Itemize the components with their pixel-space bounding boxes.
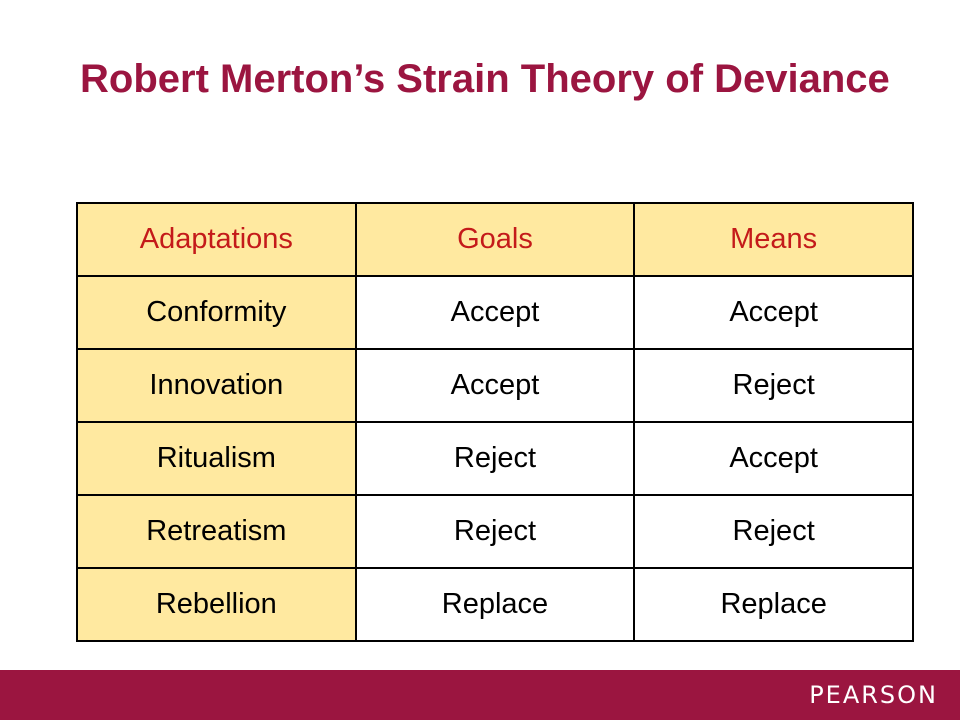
goals-cell: Reject (354, 494, 636, 569)
means-cell: Replace (633, 567, 914, 642)
table-row: Retreatism Reject Reject (76, 494, 914, 569)
adaptation-cell: Retreatism (76, 494, 357, 569)
adaptation-cell: Ritualism (76, 421, 357, 496)
footer-bar: PEARSON (0, 670, 960, 720)
header-goals: Goals (354, 202, 636, 277)
adaptation-cell: Conformity (76, 275, 357, 350)
goals-cell: Replace (354, 567, 636, 642)
adaptation-cell: Innovation (76, 348, 357, 423)
header-adaptations: Adaptations (76, 202, 357, 277)
slide-title: Robert Merton’s Strain Theory of Devianc… (80, 57, 890, 101)
header-means: Means (633, 202, 914, 277)
pearson-logo: PEARSON (809, 681, 938, 709)
means-cell: Accept (633, 275, 914, 350)
table-row: Innovation Accept Reject (76, 348, 914, 423)
table-row: Conformity Accept Accept (76, 275, 914, 350)
means-cell: Reject (633, 494, 914, 569)
goals-cell: Reject (354, 421, 636, 496)
goals-cell: Accept (354, 348, 636, 423)
means-cell: Reject (633, 348, 914, 423)
table-header-row: Adaptations Goals Means (76, 202, 914, 277)
table-row: Ritualism Reject Accept (76, 421, 914, 496)
goals-cell: Accept (354, 275, 636, 350)
means-cell: Accept (633, 421, 914, 496)
adaptation-cell: Rebellion (76, 567, 357, 642)
strain-theory-table: Adaptations Goals Means Conformity Accep… (76, 202, 914, 642)
table-row: Rebellion Replace Replace (76, 567, 914, 642)
